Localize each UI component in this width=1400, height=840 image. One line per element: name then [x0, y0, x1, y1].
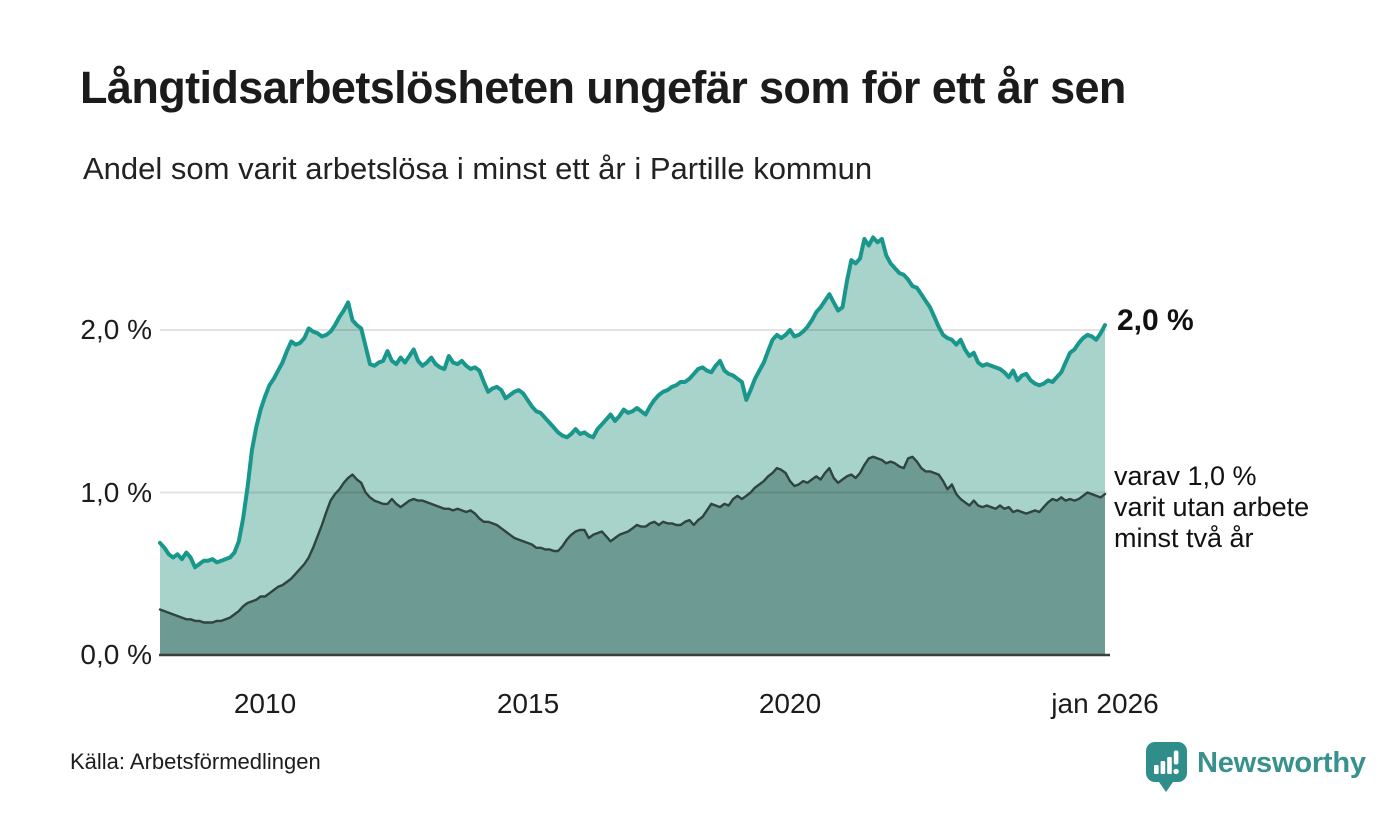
page-title: Långtidsarbetslösheten ungefär som för e… — [80, 62, 1126, 113]
x-tick-label-2010: 2010 — [233, 688, 297, 719]
newsworthy-logo-icon — [1146, 742, 1187, 792]
y-tick-label-1: 1,0 % — [80, 477, 152, 508]
minst-tva-ar-area — [160, 456, 1105, 655]
newsworthy-logo-text: Newsworthy — [1197, 747, 1366, 779]
secondary-annotation-line-1: varav 1,0 % — [1114, 461, 1257, 491]
x-tick-label-2020: 2020 — [758, 688, 822, 719]
minst-tva-ar-line — [158, 455, 1107, 624]
latest-value-annotation: 2,0 % — [1117, 304, 1194, 337]
y-tick-label-2: 2,0 % — [80, 314, 152, 345]
chart-subtitle: Andel som varit arbetslösa i minst ett å… — [83, 151, 873, 186]
minst-ett-ar-line — [158, 235, 1107, 570]
secondary-annotation-line-3: minst två år — [1114, 523, 1254, 553]
x-tick-label-2015: 2015 — [496, 688, 560, 719]
newsworthy-logo: Newsworthy — [1146, 742, 1366, 792]
x-tick-label-jan-2026: jan 2026 — [1051, 688, 1159, 719]
secondary-series-annotation: varav 1,0 % varit utan arbete minst två … — [1114, 461, 1309, 554]
secondary-annotation-line-2: varit utan arbete — [1114, 492, 1310, 522]
y-tick-label-0: 0,0 % — [80, 639, 152, 670]
source-credit: Källa: Arbetsförmedlingen — [70, 749, 321, 774]
